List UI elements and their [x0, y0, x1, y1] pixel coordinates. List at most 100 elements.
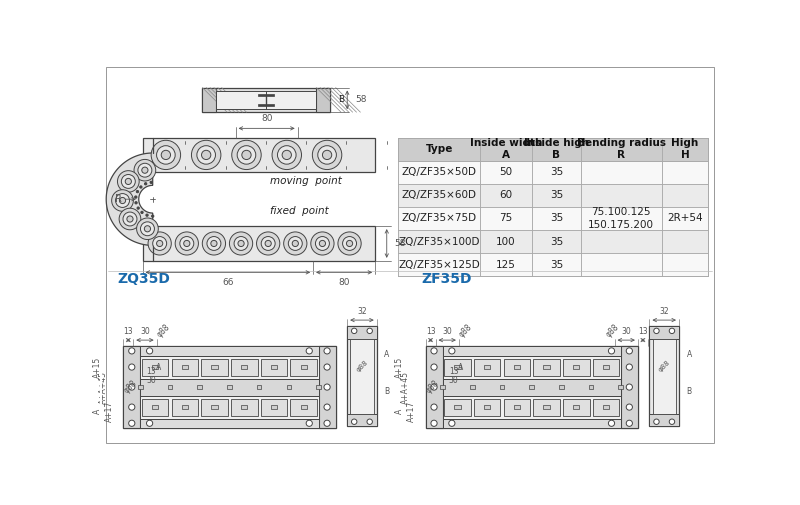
- Bar: [442, 419, 621, 428]
- Text: ZQ/ZF35×60D: ZQ/ZF35×60D: [402, 190, 477, 200]
- Circle shape: [324, 364, 330, 370]
- Circle shape: [261, 236, 275, 250]
- Text: ZQ35D: ZQ35D: [117, 272, 170, 285]
- Circle shape: [654, 328, 659, 334]
- Circle shape: [134, 196, 137, 198]
- Circle shape: [431, 348, 437, 354]
- Bar: [474, 398, 501, 416]
- Circle shape: [346, 240, 353, 246]
- Text: 2R+54: 2R+54: [667, 214, 703, 223]
- Text: A: A: [385, 350, 390, 359]
- Bar: [618, 385, 623, 389]
- Bar: [573, 405, 579, 410]
- Bar: [534, 359, 560, 376]
- Bar: [563, 359, 590, 376]
- Bar: [543, 405, 550, 410]
- Circle shape: [237, 145, 256, 164]
- Circle shape: [142, 167, 148, 173]
- Text: 13: 13: [146, 367, 156, 376]
- Text: 13: 13: [638, 327, 648, 336]
- Bar: [426, 346, 442, 428]
- Bar: [142, 137, 375, 172]
- Circle shape: [140, 186, 142, 188]
- Bar: [261, 359, 287, 376]
- Text: A: A: [458, 363, 463, 372]
- Text: B: B: [338, 95, 344, 105]
- Bar: [442, 346, 621, 356]
- Bar: [171, 359, 198, 376]
- Circle shape: [118, 171, 139, 192]
- Circle shape: [148, 232, 171, 255]
- Circle shape: [292, 240, 298, 246]
- Circle shape: [129, 420, 135, 426]
- Bar: [142, 359, 169, 376]
- Bar: [202, 87, 216, 112]
- Bar: [398, 207, 708, 230]
- Circle shape: [136, 190, 138, 193]
- Text: B: B: [385, 387, 390, 396]
- Text: 35: 35: [550, 236, 563, 246]
- Circle shape: [157, 240, 162, 246]
- Circle shape: [127, 216, 133, 222]
- Text: ZF35D: ZF35D: [422, 272, 472, 285]
- Bar: [140, 346, 318, 356]
- Bar: [444, 398, 470, 416]
- Bar: [258, 104, 274, 106]
- Circle shape: [431, 420, 437, 426]
- Circle shape: [626, 364, 633, 370]
- Circle shape: [230, 232, 253, 255]
- Text: 50: 50: [499, 167, 513, 177]
- Circle shape: [151, 215, 154, 217]
- Text: ZQ/ZF35×50D: ZQ/ZF35×50D: [402, 167, 477, 177]
- Bar: [398, 161, 708, 184]
- Text: φ88: φ88: [605, 322, 622, 338]
- Text: 30: 30: [449, 376, 458, 385]
- Circle shape: [306, 348, 312, 354]
- Circle shape: [288, 236, 302, 250]
- Circle shape: [312, 140, 342, 170]
- Circle shape: [135, 201, 137, 204]
- Circle shape: [431, 364, 437, 370]
- Text: 100: 100: [496, 236, 516, 246]
- Text: ZQ/ZF35×100D: ZQ/ZF35×100D: [398, 236, 480, 246]
- Bar: [470, 385, 474, 389]
- Circle shape: [126, 178, 131, 184]
- Bar: [559, 385, 564, 389]
- Bar: [258, 94, 274, 96]
- Circle shape: [112, 190, 134, 211]
- Circle shape: [146, 214, 148, 216]
- Bar: [138, 385, 142, 389]
- Text: φ88: φ88: [355, 360, 369, 373]
- Circle shape: [129, 348, 135, 354]
- Text: φ88: φ88: [122, 379, 138, 395]
- Circle shape: [207, 236, 221, 250]
- Circle shape: [324, 420, 330, 426]
- Bar: [231, 359, 258, 376]
- Text: 13: 13: [426, 327, 435, 336]
- Bar: [318, 346, 336, 428]
- Text: A+15: A+15: [395, 357, 404, 378]
- Circle shape: [150, 181, 152, 183]
- Bar: [347, 326, 377, 426]
- Bar: [350, 338, 374, 414]
- Circle shape: [306, 420, 312, 426]
- Circle shape: [191, 140, 221, 170]
- Circle shape: [367, 419, 373, 424]
- Bar: [593, 398, 619, 416]
- Bar: [650, 326, 679, 426]
- Bar: [261, 398, 287, 416]
- Text: φ88: φ88: [424, 379, 441, 395]
- Circle shape: [184, 240, 190, 246]
- Circle shape: [122, 175, 135, 188]
- Bar: [563, 398, 590, 416]
- Circle shape: [129, 404, 135, 410]
- Text: 30: 30: [442, 327, 452, 336]
- Circle shape: [257, 232, 280, 255]
- Bar: [290, 359, 317, 376]
- Circle shape: [367, 328, 373, 334]
- Bar: [514, 365, 520, 369]
- Circle shape: [351, 328, 357, 334]
- Bar: [202, 87, 330, 112]
- Bar: [530, 385, 534, 389]
- Circle shape: [324, 384, 330, 390]
